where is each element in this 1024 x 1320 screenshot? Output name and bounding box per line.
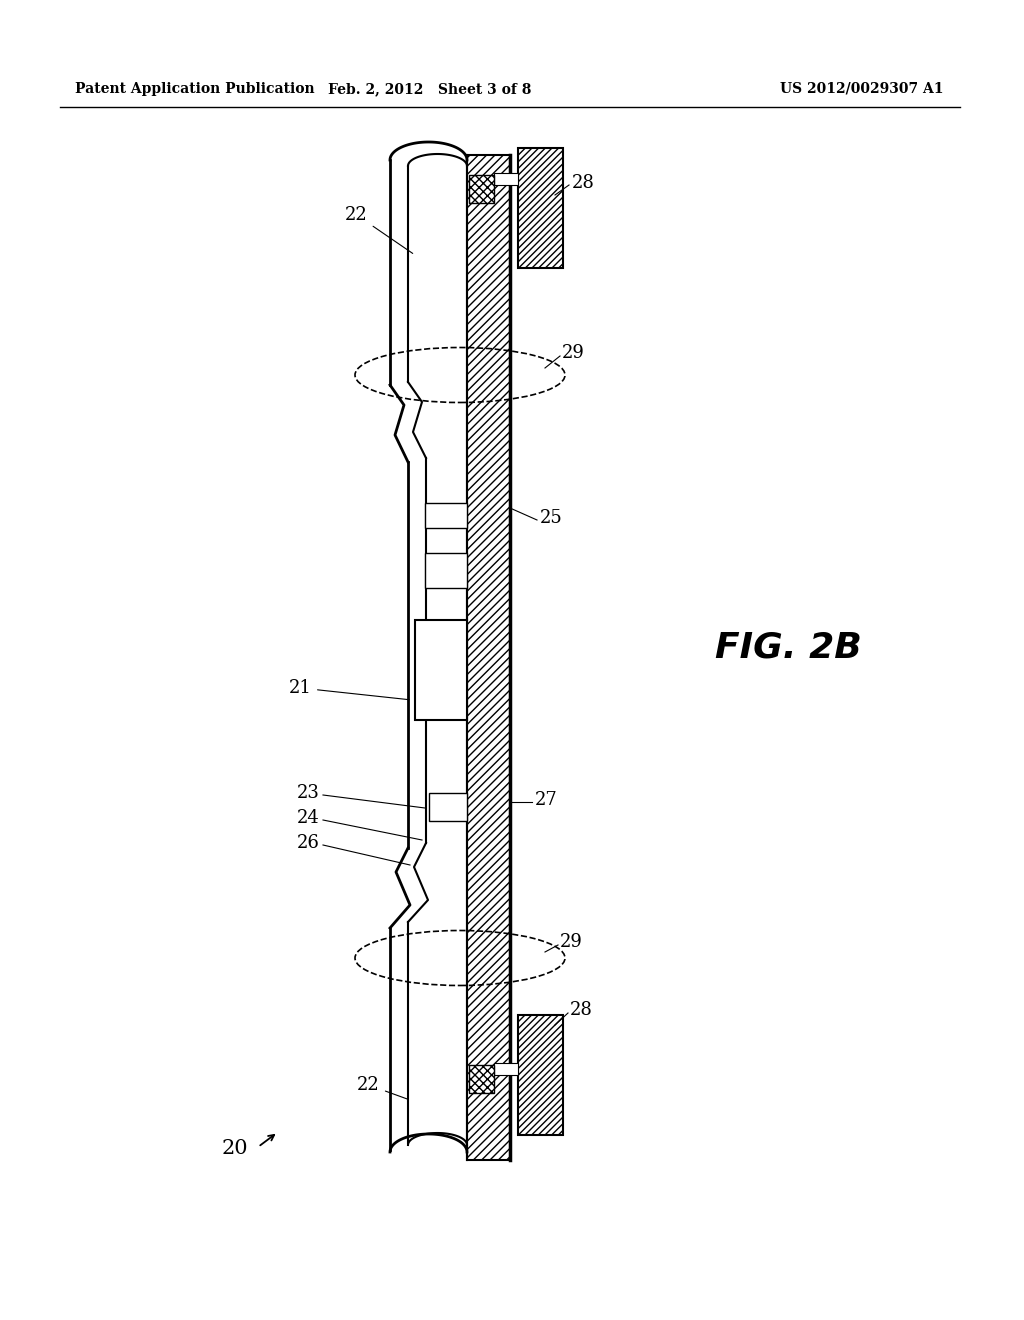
Bar [429, 793, 467, 821]
Bar [518, 148, 563, 268]
Bar [415, 620, 467, 719]
Text: Feb. 2, 2012   Sheet 3 of 8: Feb. 2, 2012 Sheet 3 of 8 [329, 82, 531, 96]
Text: 20: 20 [221, 1138, 248, 1158]
Text: US 2012/0029307 A1: US 2012/0029307 A1 [780, 82, 943, 96]
Text: 29: 29 [560, 933, 583, 950]
Bar [494, 1063, 518, 1074]
Text: 28: 28 [570, 1001, 593, 1019]
Bar [425, 503, 467, 528]
Text: 29: 29 [562, 345, 585, 362]
Bar [518, 1015, 563, 1135]
Bar [425, 553, 467, 587]
Text: 25: 25 [540, 510, 563, 527]
Text: 22: 22 [345, 206, 413, 253]
Text: 22: 22 [357, 1076, 408, 1100]
Text: 27: 27 [535, 791, 558, 809]
Text: Patent Application Publication: Patent Application Publication [75, 82, 314, 96]
Text: 26: 26 [297, 834, 319, 851]
Text: 24: 24 [297, 809, 319, 828]
Bar [469, 176, 494, 203]
Bar [494, 173, 518, 185]
Text: 21: 21 [289, 678, 410, 700]
Text: 23: 23 [297, 784, 319, 803]
Bar [467, 154, 510, 1160]
Bar [469, 1065, 494, 1093]
Text: 28: 28 [572, 174, 595, 191]
Text: FIG. 2B: FIG. 2B [715, 631, 862, 665]
